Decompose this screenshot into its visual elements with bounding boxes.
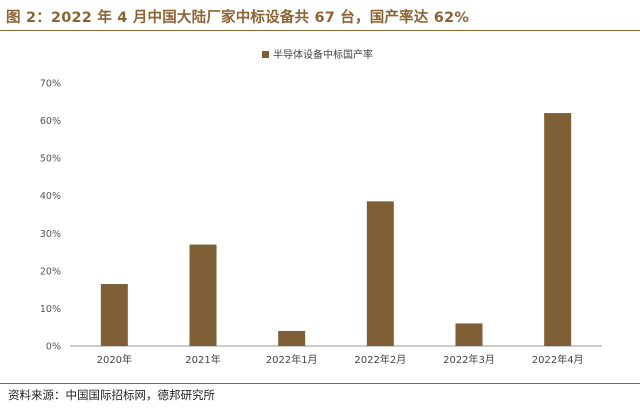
title-divider (0, 30, 640, 31)
x-tick-label: 2022年2月 (354, 353, 406, 366)
source-divider (0, 383, 640, 384)
x-tick-label: 2020年 (97, 353, 132, 366)
legend: 半导体设备中标国产率 (262, 48, 373, 61)
bar (278, 330, 306, 346)
x-axis-ticks: 2020年 2021年 2022年1月 2022年2月 2022年3月 2022年4月 (97, 353, 584, 366)
y-tick-label: 70% (40, 79, 61, 90)
y-tick-label: 30% (40, 229, 61, 240)
bar (455, 323, 483, 346)
legend-swatch (262, 51, 269, 58)
bars (100, 113, 572, 346)
bar-chart: 半导体设备中标国产率 0% 10% 20% 30% 40% 50% 60% 70% 2020年… (40, 48, 602, 366)
figure-title: 图 2：2022 年 4 月中国大陆厂家中标设备共 67 台，国产率达 62% (6, 10, 470, 26)
x-tick-label: 2022年1月 (266, 353, 318, 366)
x-tick-label: 2022年4月 (532, 353, 584, 366)
y-axis-ticks: 0% 10% 20% 30% 40% 50% 60% 70% (40, 79, 61, 353)
legend-label: 半导体设备中标国产率 (273, 48, 373, 61)
y-tick-label: 0% (46, 342, 61, 353)
y-tick-label: 40% (40, 191, 61, 202)
bar (100, 284, 128, 346)
x-tick-label: 2021年 (185, 353, 220, 366)
bar (189, 244, 217, 346)
y-tick-label: 60% (40, 116, 61, 127)
y-tick-label: 10% (40, 304, 61, 315)
x-tick-label: 2022年3月 (443, 353, 495, 366)
bar (544, 113, 572, 346)
bar (366, 201, 394, 346)
y-tick-label: 50% (40, 154, 61, 165)
source-note: 资料来源：中国国际招标网，德邦研究所 (8, 388, 215, 402)
y-tick-label: 20% (40, 266, 61, 277)
